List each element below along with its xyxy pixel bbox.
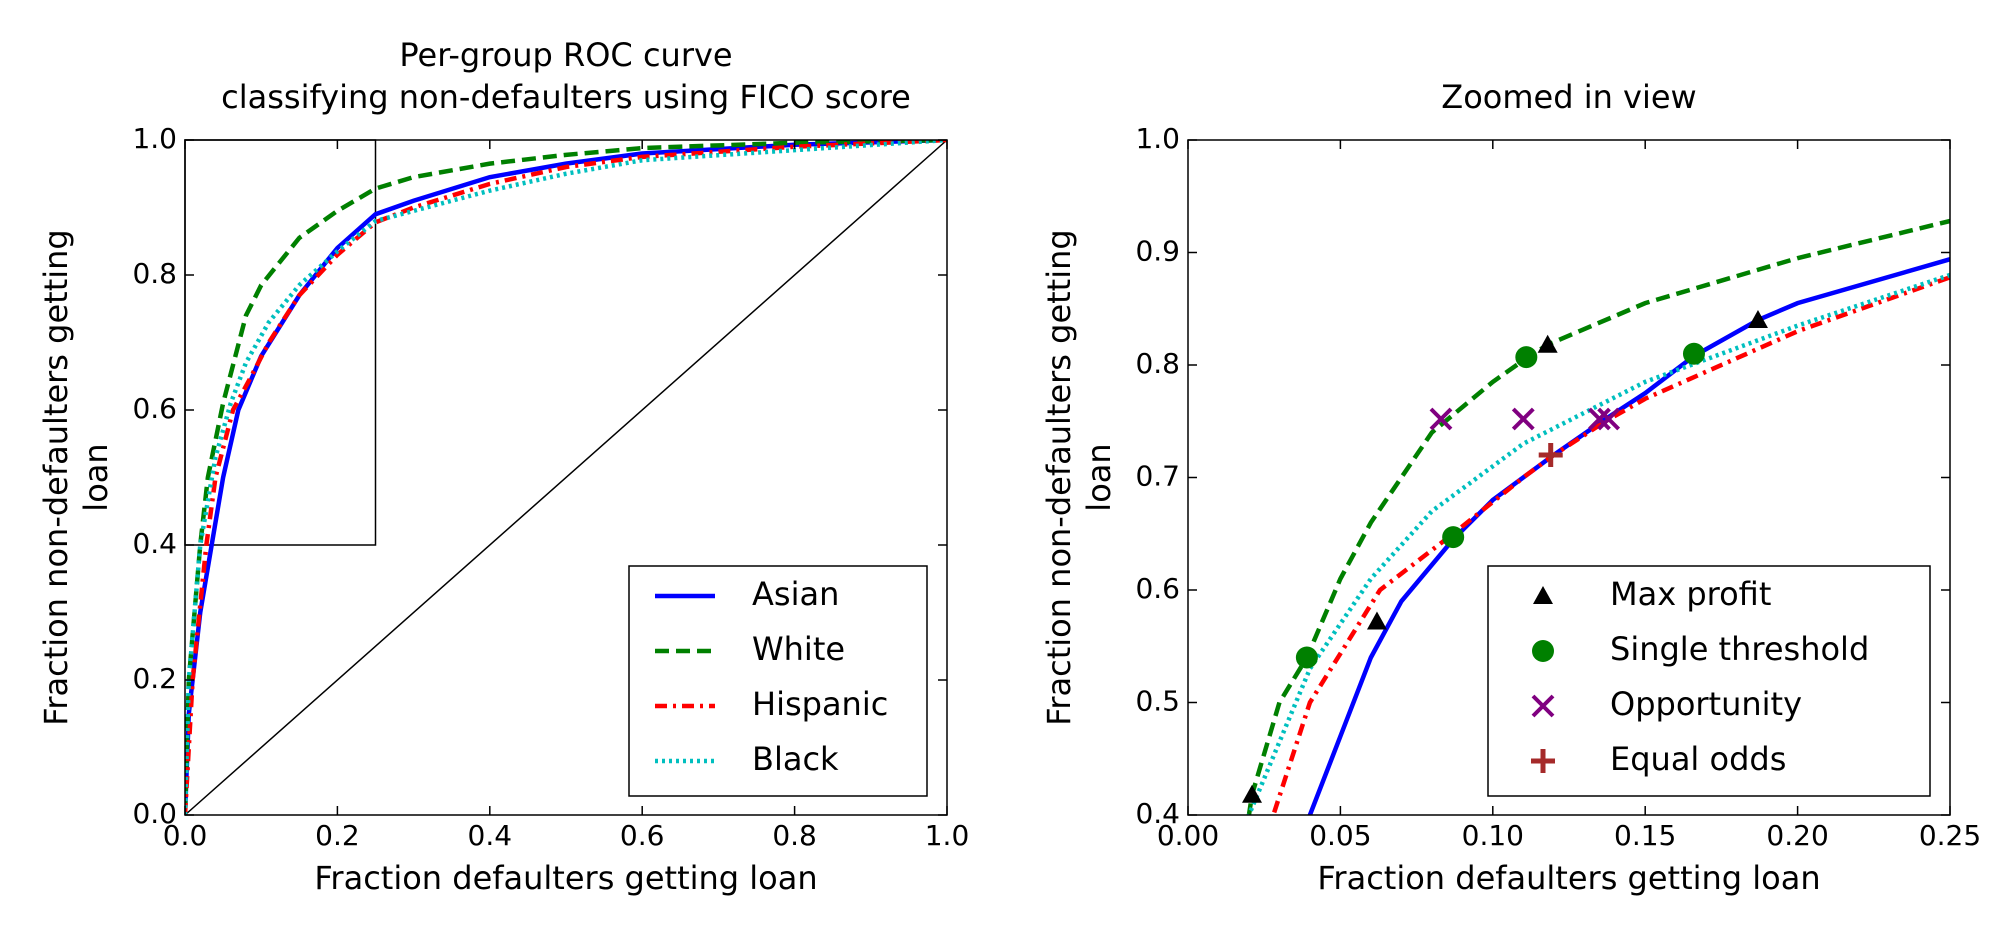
y-tick-label: 0.4 <box>1135 797 1180 830</box>
line-series <box>185 140 947 815</box>
x-tick-label: 0.15 <box>1614 819 1676 852</box>
marker <box>1682 342 1705 365</box>
marker <box>1531 694 1555 718</box>
y-tick-label: 0.2 <box>132 662 177 695</box>
y-tick-label: 0.8 <box>132 257 177 290</box>
x-axis-label: Fraction defaulters getting loan <box>1317 859 1820 897</box>
y-tick-label: 0.9 <box>1135 235 1180 268</box>
y-axis-label: loan <box>1080 443 1118 511</box>
x-axis-label: Fraction defaulters getting loan <box>314 859 817 897</box>
y-axis-label: Fraction non-defaulters getting <box>37 229 75 725</box>
x-tick-label: 0.10 <box>1462 819 1524 852</box>
y-tick-label: 0.7 <box>1135 460 1180 493</box>
y-tick-label: 0.8 <box>1135 347 1180 380</box>
y-tick-label: 0.6 <box>132 392 177 425</box>
marker <box>1295 646 1318 669</box>
y-tick-label: 0.0 <box>132 797 177 830</box>
legend-label: Hispanic <box>752 685 888 723</box>
marker <box>1242 784 1263 803</box>
chart-title: Per-group ROC curve <box>399 36 732 74</box>
diagonal <box>184 139 948 816</box>
marker <box>1588 407 1611 431</box>
chart-title: Zoomed in view <box>1441 78 1696 116</box>
marker <box>1511 407 1535 431</box>
legend-label: Black <box>752 740 839 778</box>
axes-frame <box>184 139 948 816</box>
x-tick-label: 0.0 <box>163 819 208 852</box>
x-tick-label: 0.6 <box>620 819 665 852</box>
legend: Asian White Hispanic Black <box>628 565 928 797</box>
x-tick-label: 1.0 <box>925 819 970 852</box>
marker <box>1515 346 1538 369</box>
plot-area <box>185 140 947 815</box>
y-tick-label: 0.5 <box>1135 685 1180 718</box>
marker <box>1532 640 1554 662</box>
y-tick-label: 1.0 <box>132 122 177 155</box>
x-tick-label: 0.25 <box>1919 819 1981 852</box>
legend-label: Asian <box>752 575 839 613</box>
x-tick-label: 0.00 <box>1157 819 1219 852</box>
marker <box>1366 611 1387 630</box>
legend-label: Opportunity <box>1610 685 1802 723</box>
marker <box>1597 407 1621 431</box>
x-tick-label: 0.4 <box>468 819 513 852</box>
line-series <box>185 140 947 815</box>
marker <box>1747 310 1768 328</box>
marker <box>1531 749 1555 773</box>
marker <box>1442 526 1465 549</box>
chart-title: classifying non-defaulters using FICO sc… <box>221 78 911 116</box>
x-tick-label: 0.8 <box>772 819 817 852</box>
legend-label: Equal odds <box>1610 740 1786 778</box>
legend-label: Max profit <box>1610 575 1771 613</box>
line-series <box>185 140 947 815</box>
marker <box>1537 334 1558 353</box>
y-tick-label: 1.0 <box>1135 122 1180 155</box>
y-axis-label: Fraction non-defaulters getting <box>1040 229 1078 725</box>
y-tick-label: 0.4 <box>132 527 177 560</box>
x-tick-label: 0.2 <box>315 819 360 852</box>
marker <box>1429 407 1453 431</box>
legend-label: White <box>752 630 845 668</box>
x-tick-label: 0.05 <box>1309 819 1371 852</box>
marker <box>1533 586 1553 604</box>
legend-box <box>1487 565 1931 797</box>
y-tick-label: 0.6 <box>1135 572 1180 605</box>
y-axis-label: loan <box>77 443 115 511</box>
x-tick-label: 0.20 <box>1766 819 1828 852</box>
legend-box <box>628 565 928 797</box>
line-series <box>185 140 947 815</box>
legend: Max profit Single threshold Opportunity Equ… <box>1487 565 1931 797</box>
legend-label: Single threshold <box>1610 630 1869 668</box>
line-series <box>1246 218 1950 815</box>
marker <box>1538 443 1563 467</box>
